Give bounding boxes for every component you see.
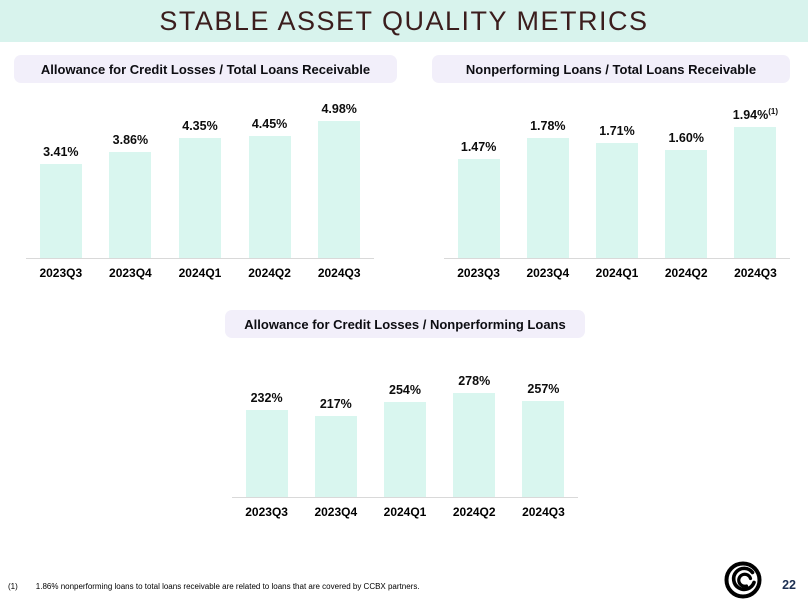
bar-group-2023Q3: 1.47%: [444, 140, 513, 258]
bar-value-label: 3.86%: [112, 133, 149, 147]
bar-group-2023Q3: 3.41%: [26, 145, 96, 258]
x-axis-label: 2024Q2: [664, 266, 708, 280]
bar: [734, 127, 777, 258]
bar-group-2023Q4: 217%: [301, 397, 370, 497]
bar-group-2024Q1: 254%: [370, 383, 439, 497]
bar-value-label: 3.41%: [43, 145, 79, 159]
bar-group-2024Q1: 1.71%: [582, 124, 651, 258]
bar-value-label: 1.94%(1): [732, 106, 779, 122]
bar: [318, 121, 361, 258]
footnote: (1) 1.86% nonperforming loans to total l…: [8, 582, 528, 591]
bar: [457, 159, 500, 258]
bar-chart-nonperforming-total-loans: 1.47% 1.78% 1.71% 1.60% 1.94%(1) 2023Q3 2023Q4…: [444, 95, 790, 280]
bar-chart-allowance-total-loans: 3.41% 3.86% 4.35% 4.45% 4.98% 2023Q3 2023Q4 202…: [26, 95, 374, 280]
bar-value-label: 1.71%: [599, 124, 635, 138]
bar-value-label: 4.98%: [321, 102, 357, 116]
x-axis-label: 2024Q2: [248, 266, 291, 280]
bar-group-2024Q1: 4.35%: [165, 119, 235, 258]
bar: [248, 136, 291, 258]
x-axis-label: 2023Q3: [245, 505, 288, 519]
bar: [314, 416, 357, 497]
bar-value-label: 278%: [458, 374, 491, 388]
bar-group-2024Q2: 278%: [440, 374, 509, 497]
bar-value-label: 1.78%: [530, 119, 566, 133]
x-axis-label: 2024Q3: [522, 505, 565, 519]
page-title: STABLE ASSET QUALITY METRICS: [159, 5, 649, 36]
x-axis-label: 2023Q4: [314, 505, 358, 519]
bar-value-label: 257%: [527, 382, 560, 396]
bar: [384, 402, 426, 497]
plot-area: 3.41% 3.86% 4.35% 4.45% 4.98%: [26, 95, 374, 259]
footnote-text: 1.86% nonperforming loans to total loans…: [35, 582, 420, 591]
x-axis-label: 2024Q3: [317, 266, 361, 280]
x-axis-label: 2023Q3: [457, 266, 500, 280]
page-number: 22: [782, 578, 796, 592]
x-axis: 2023Q3 2023Q4 2024Q1 2024Q2 2024Q3: [444, 259, 790, 280]
x-axis-label: 2024Q3: [734, 266, 777, 280]
chart-header-allowance-total-loans: Allowance for Credit Losses / Total Loan…: [14, 55, 397, 83]
x-axis-label: 2023Q4: [526, 266, 570, 280]
footnote-reference: (1): [768, 106, 779, 116]
bar-value-label: 217%: [319, 397, 352, 411]
x-axis: 2023Q3 2023Q4 2024Q1 2024Q2 2024Q3: [26, 259, 374, 280]
bar-value-label: 4.45%: [251, 117, 288, 131]
bar-group-2023Q3: 232%: [232, 391, 301, 497]
bar-group-2024Q3: 257%: [509, 382, 578, 497]
plot-area: 1.47% 1.78% 1.71% 1.60% 1.94%(1): [444, 95, 790, 259]
x-axis-label: 2024Q2: [452, 505, 496, 519]
bar: [596, 143, 638, 258]
x-axis-label: 2024Q1: [383, 505, 427, 519]
bar-value-label: 1.47%: [460, 140, 497, 154]
x-axis-label: 2023Q3: [39, 266, 83, 280]
bar: [109, 152, 152, 258]
bar-group-2024Q3: 4.98%: [304, 102, 374, 258]
bar: [665, 150, 708, 258]
title-band: STABLE ASSET QUALITY METRICS: [0, 0, 808, 42]
bar-value-label: 232%: [250, 391, 283, 405]
x-axis-label: 2024Q1: [178, 266, 222, 280]
bar-group-2023Q4: 3.86%: [96, 133, 166, 258]
x-axis-label: 2024Q1: [595, 266, 639, 280]
bar-value-label: 4.35%: [182, 119, 218, 133]
x-axis-label: 2023Q4: [109, 266, 152, 280]
bar-group-2023Q4: 1.78%: [513, 119, 582, 258]
bar: [245, 410, 288, 497]
footnote-marker: (1): [8, 582, 18, 591]
bar: [453, 393, 496, 497]
bar-group-2024Q3: 1.94%(1): [721, 106, 790, 258]
bar-value-label: 1.60%: [668, 131, 704, 145]
chart-header-allowance-nonperforming: Allowance for Credit Losses / Nonperform…: [225, 310, 585, 338]
bar-chart-allowance-nonperforming: 232% 217% 254% 278% 257% 2023Q3 2023Q4 2024Q1 20…: [232, 360, 578, 519]
bar: [39, 164, 82, 258]
x-axis: 2023Q3 2023Q4 2024Q1 2024Q2 2024Q3: [232, 498, 578, 519]
bar-group-2024Q2: 1.60%: [652, 131, 721, 258]
bar: [178, 138, 221, 258]
bar-value-label: 254%: [389, 383, 421, 397]
coastal-community-bank-logo-icon: [724, 561, 762, 599]
chart-header-nonperforming-total-loans: Nonperforming Loans / Total Loans Receiv…: [432, 55, 790, 83]
bar: [526, 138, 569, 258]
bar-group-2024Q2: 4.45%: [235, 117, 305, 258]
plot-area: 232% 217% 254% 278% 257%: [232, 360, 578, 498]
bar: [522, 401, 565, 497]
